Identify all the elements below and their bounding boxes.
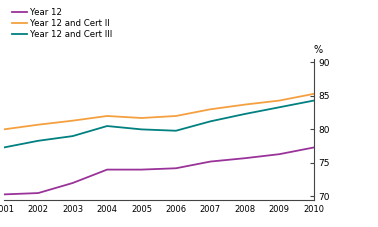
Legend: Year 12, Year 12 and Cert II, Year 12 and Cert III: Year 12, Year 12 and Cert II, Year 12 an… bbox=[8, 4, 116, 42]
Text: %: % bbox=[314, 45, 323, 55]
